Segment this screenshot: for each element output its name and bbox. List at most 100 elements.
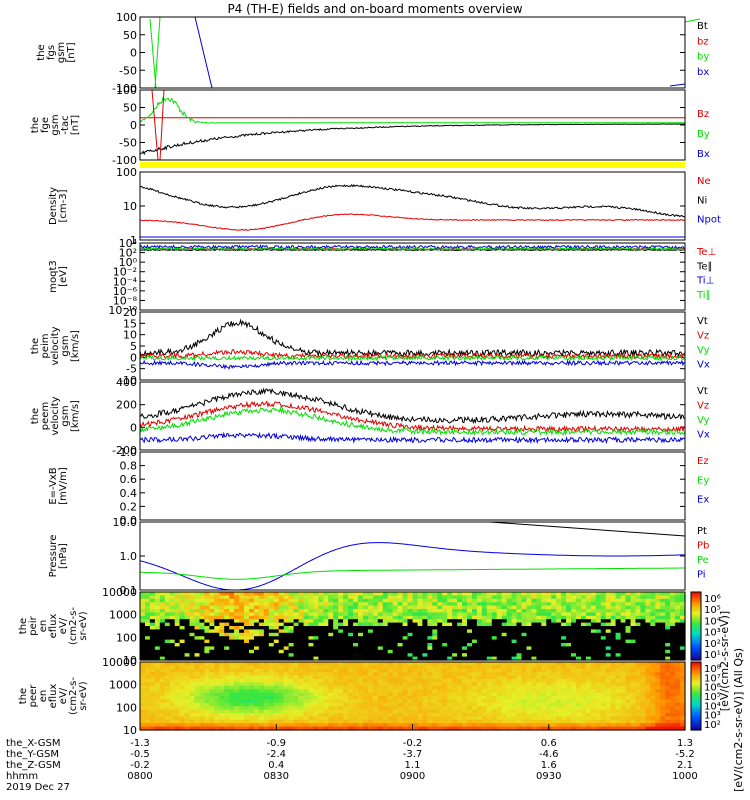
heatmap-cell	[476, 643, 483, 647]
x-axis-date: 2019 Dec 27	[6, 782, 70, 793]
heatmap-cell	[625, 656, 632, 661]
heatmap-cell	[164, 615, 171, 620]
heatmap-cell	[214, 653, 220, 658]
heatmap-cell	[630, 636, 637, 641]
heatmap-cell	[650, 622, 656, 627]
heatmap-cell	[496, 643, 503, 647]
heatmap-cell	[412, 626, 419, 630]
heatmap-cell	[338, 636, 344, 641]
heatmap-cell	[501, 713, 508, 717]
heatmap-cell	[169, 675, 176, 680]
heatmap-cell	[219, 649, 225, 654]
heatmap-cell	[541, 609, 547, 613]
heatmap-cell	[174, 682, 181, 687]
heatmap-cell	[501, 709, 508, 714]
heatmap-cell	[367, 702, 374, 707]
heatmap-cell	[348, 615, 354, 620]
heatmap-cell	[650, 696, 656, 700]
heatmap-cell	[546, 713, 552, 717]
heatmap-cell	[348, 636, 354, 641]
heatmap-cell	[298, 685, 305, 690]
heatmap-cell	[258, 602, 265, 607]
heatmap-cell	[640, 605, 646, 610]
heatmap-cell	[442, 685, 448, 690]
heatmap-cell	[491, 649, 498, 654]
heatmap-cell	[521, 598, 528, 603]
heatmap-cell	[149, 622, 156, 627]
heatmap-cell	[576, 646, 582, 651]
heatmap-cell	[402, 685, 409, 690]
heatmap-cell	[363, 668, 369, 673]
heatmap-cell	[387, 592, 394, 596]
heatmap-cell	[432, 592, 438, 596]
heatmap-cell	[348, 653, 354, 658]
heatmap-cell	[531, 612, 537, 617]
heatmap-cell	[254, 619, 260, 624]
heatmap-cell	[625, 639, 632, 644]
heatmap-cell	[145, 679, 151, 683]
heatmap-cell	[239, 653, 245, 658]
heatmap-cell	[585, 649, 592, 654]
heatmap-cell	[234, 609, 240, 613]
heatmap-cell	[442, 619, 448, 624]
heatmap-cell	[467, 605, 473, 610]
heatmap-cell	[219, 605, 225, 610]
heatmap-cell	[536, 632, 542, 637]
heatmap-cell	[491, 653, 498, 658]
heatmap-cell	[610, 598, 617, 603]
heatmap-cell	[412, 692, 419, 697]
heatmap-cell	[506, 719, 513, 724]
heatmap-cell	[298, 699, 305, 704]
heatmap-cell	[566, 592, 572, 596]
heatmap-cell	[209, 685, 215, 690]
heatmap-cell	[372, 636, 379, 641]
heatmap-cell	[650, 632, 656, 637]
heatmap-cell	[462, 726, 468, 731]
heatmap-cell	[640, 706, 646, 711]
heatmap-cell	[511, 699, 518, 704]
heatmap-cell	[467, 592, 473, 596]
heatmap-cell	[189, 726, 196, 731]
heatmap-cell	[630, 619, 637, 624]
heatmap-cell	[333, 665, 339, 670]
heatmap-cell	[263, 636, 270, 641]
colorbar-cell	[691, 601, 701, 604]
heatmap-cell	[313, 665, 319, 670]
heatmap-cell	[179, 602, 186, 607]
heatmap-cell	[566, 598, 572, 603]
heatmap-cell	[511, 609, 518, 613]
heatmap-cell	[481, 595, 488, 600]
heatmap-cell	[640, 723, 646, 728]
heatmap-cell	[670, 723, 676, 728]
heatmap-cell	[293, 619, 300, 624]
heatmap-cell	[159, 682, 166, 687]
heatmap-cell	[159, 643, 166, 647]
heatmap-cell	[318, 619, 324, 624]
heatmap-cell	[581, 692, 587, 697]
heatmap-cell	[298, 709, 305, 714]
heatmap-cell	[199, 726, 206, 731]
heatmap-cell	[585, 632, 592, 637]
heatmap-cell	[159, 636, 166, 641]
heatmap-cell	[308, 665, 315, 670]
heatmap-cell	[496, 605, 503, 610]
heatmap-cell	[516, 726, 523, 731]
y-axis-label: gsm	[50, 114, 61, 135]
heatmap-cell	[149, 598, 156, 603]
heatmap-cell	[333, 615, 339, 620]
heatmap-cell	[541, 632, 547, 637]
heatmap-cell	[675, 665, 681, 670]
heatmap-cell	[590, 682, 597, 687]
heatmap-cell	[184, 649, 191, 654]
heatmap-cell	[338, 609, 344, 613]
heatmap-cell	[338, 598, 344, 603]
heatmap-cell	[417, 629, 424, 634]
heatmap-cell	[422, 713, 428, 717]
heatmap-cell	[189, 602, 196, 607]
y-tick-label: 1	[130, 234, 137, 247]
heatmap-cell	[313, 713, 319, 717]
heatmap-cell	[417, 706, 424, 711]
heatmap-cell	[293, 702, 300, 707]
heatmap-cell	[258, 689, 265, 694]
heatmap-cell	[442, 662, 448, 666]
